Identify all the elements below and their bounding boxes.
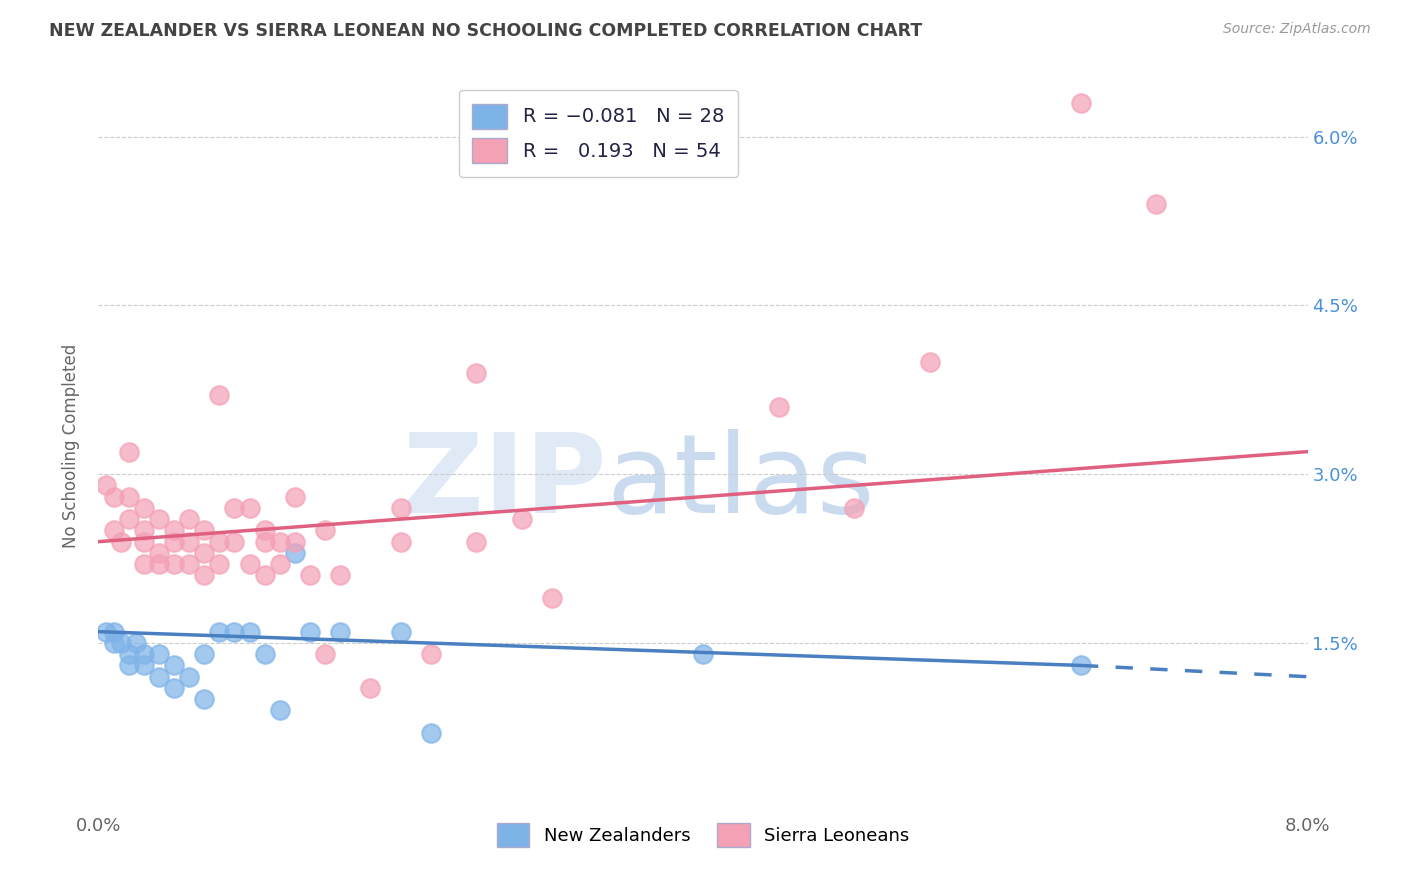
Point bbox=[103, 636, 125, 650]
Point bbox=[103, 490, 125, 504]
Point bbox=[284, 534, 307, 549]
Point bbox=[132, 534, 155, 549]
Point bbox=[918, 354, 941, 368]
Text: atlas: atlas bbox=[606, 429, 875, 536]
Point bbox=[110, 534, 132, 549]
Point bbox=[420, 647, 443, 661]
Legend: New Zealanders, Sierra Leoneans: New Zealanders, Sierra Leoneans bbox=[489, 816, 917, 854]
Point bbox=[239, 500, 262, 515]
Point bbox=[110, 636, 132, 650]
Point bbox=[1070, 658, 1092, 673]
Point bbox=[239, 624, 262, 639]
Point bbox=[193, 692, 215, 706]
Point bbox=[148, 546, 170, 560]
Point bbox=[389, 534, 412, 549]
Point bbox=[148, 647, 170, 661]
Point bbox=[314, 524, 336, 538]
Point bbox=[768, 400, 790, 414]
Point bbox=[163, 534, 186, 549]
Point bbox=[284, 490, 307, 504]
Point bbox=[163, 681, 186, 695]
Point bbox=[94, 478, 117, 492]
Point bbox=[465, 534, 488, 549]
Point bbox=[208, 624, 231, 639]
Point bbox=[269, 534, 291, 549]
Point bbox=[193, 568, 215, 582]
Point bbox=[239, 557, 262, 571]
Point bbox=[118, 512, 141, 526]
Point bbox=[94, 624, 117, 639]
Point bbox=[329, 624, 352, 639]
Point bbox=[299, 624, 322, 639]
Point bbox=[118, 490, 141, 504]
Text: NEW ZEALANDER VS SIERRA LEONEAN NO SCHOOLING COMPLETED CORRELATION CHART: NEW ZEALANDER VS SIERRA LEONEAN NO SCHOO… bbox=[49, 22, 922, 40]
Point bbox=[118, 658, 141, 673]
Point bbox=[148, 557, 170, 571]
Point bbox=[540, 591, 562, 605]
Point bbox=[253, 647, 276, 661]
Point bbox=[420, 726, 443, 740]
Point bbox=[118, 647, 141, 661]
Text: ZIP: ZIP bbox=[404, 429, 606, 536]
Point bbox=[163, 658, 186, 673]
Point bbox=[125, 636, 148, 650]
Point bbox=[329, 568, 352, 582]
Point bbox=[224, 534, 246, 549]
Point bbox=[253, 534, 276, 549]
Text: Source: ZipAtlas.com: Source: ZipAtlas.com bbox=[1223, 22, 1371, 37]
Point bbox=[314, 647, 336, 661]
Y-axis label: No Schooling Completed: No Schooling Completed bbox=[62, 344, 80, 548]
Point bbox=[132, 658, 155, 673]
Point bbox=[1146, 197, 1168, 211]
Point bbox=[389, 624, 412, 639]
Point bbox=[299, 568, 322, 582]
Point bbox=[103, 624, 125, 639]
Point bbox=[132, 500, 155, 515]
Point bbox=[148, 512, 170, 526]
Point bbox=[132, 524, 155, 538]
Point bbox=[148, 670, 170, 684]
Point bbox=[208, 557, 231, 571]
Point bbox=[179, 534, 201, 549]
Point bbox=[103, 524, 125, 538]
Point bbox=[692, 647, 714, 661]
Point bbox=[118, 444, 141, 458]
Point bbox=[208, 534, 231, 549]
Point bbox=[163, 557, 186, 571]
Point bbox=[465, 366, 488, 380]
Point bbox=[253, 524, 276, 538]
Point bbox=[179, 557, 201, 571]
Point bbox=[193, 546, 215, 560]
Point bbox=[389, 500, 412, 515]
Point bbox=[510, 512, 533, 526]
Point bbox=[269, 703, 291, 717]
Point bbox=[193, 647, 215, 661]
Point bbox=[179, 512, 201, 526]
Point bbox=[253, 568, 276, 582]
Point bbox=[193, 524, 215, 538]
Point bbox=[1070, 95, 1092, 110]
Point bbox=[269, 557, 291, 571]
Point bbox=[208, 388, 231, 402]
Point bbox=[132, 647, 155, 661]
Point bbox=[224, 624, 246, 639]
Point bbox=[163, 524, 186, 538]
Point bbox=[179, 670, 201, 684]
Point bbox=[844, 500, 866, 515]
Point bbox=[224, 500, 246, 515]
Point bbox=[132, 557, 155, 571]
Point bbox=[284, 546, 307, 560]
Point bbox=[360, 681, 382, 695]
